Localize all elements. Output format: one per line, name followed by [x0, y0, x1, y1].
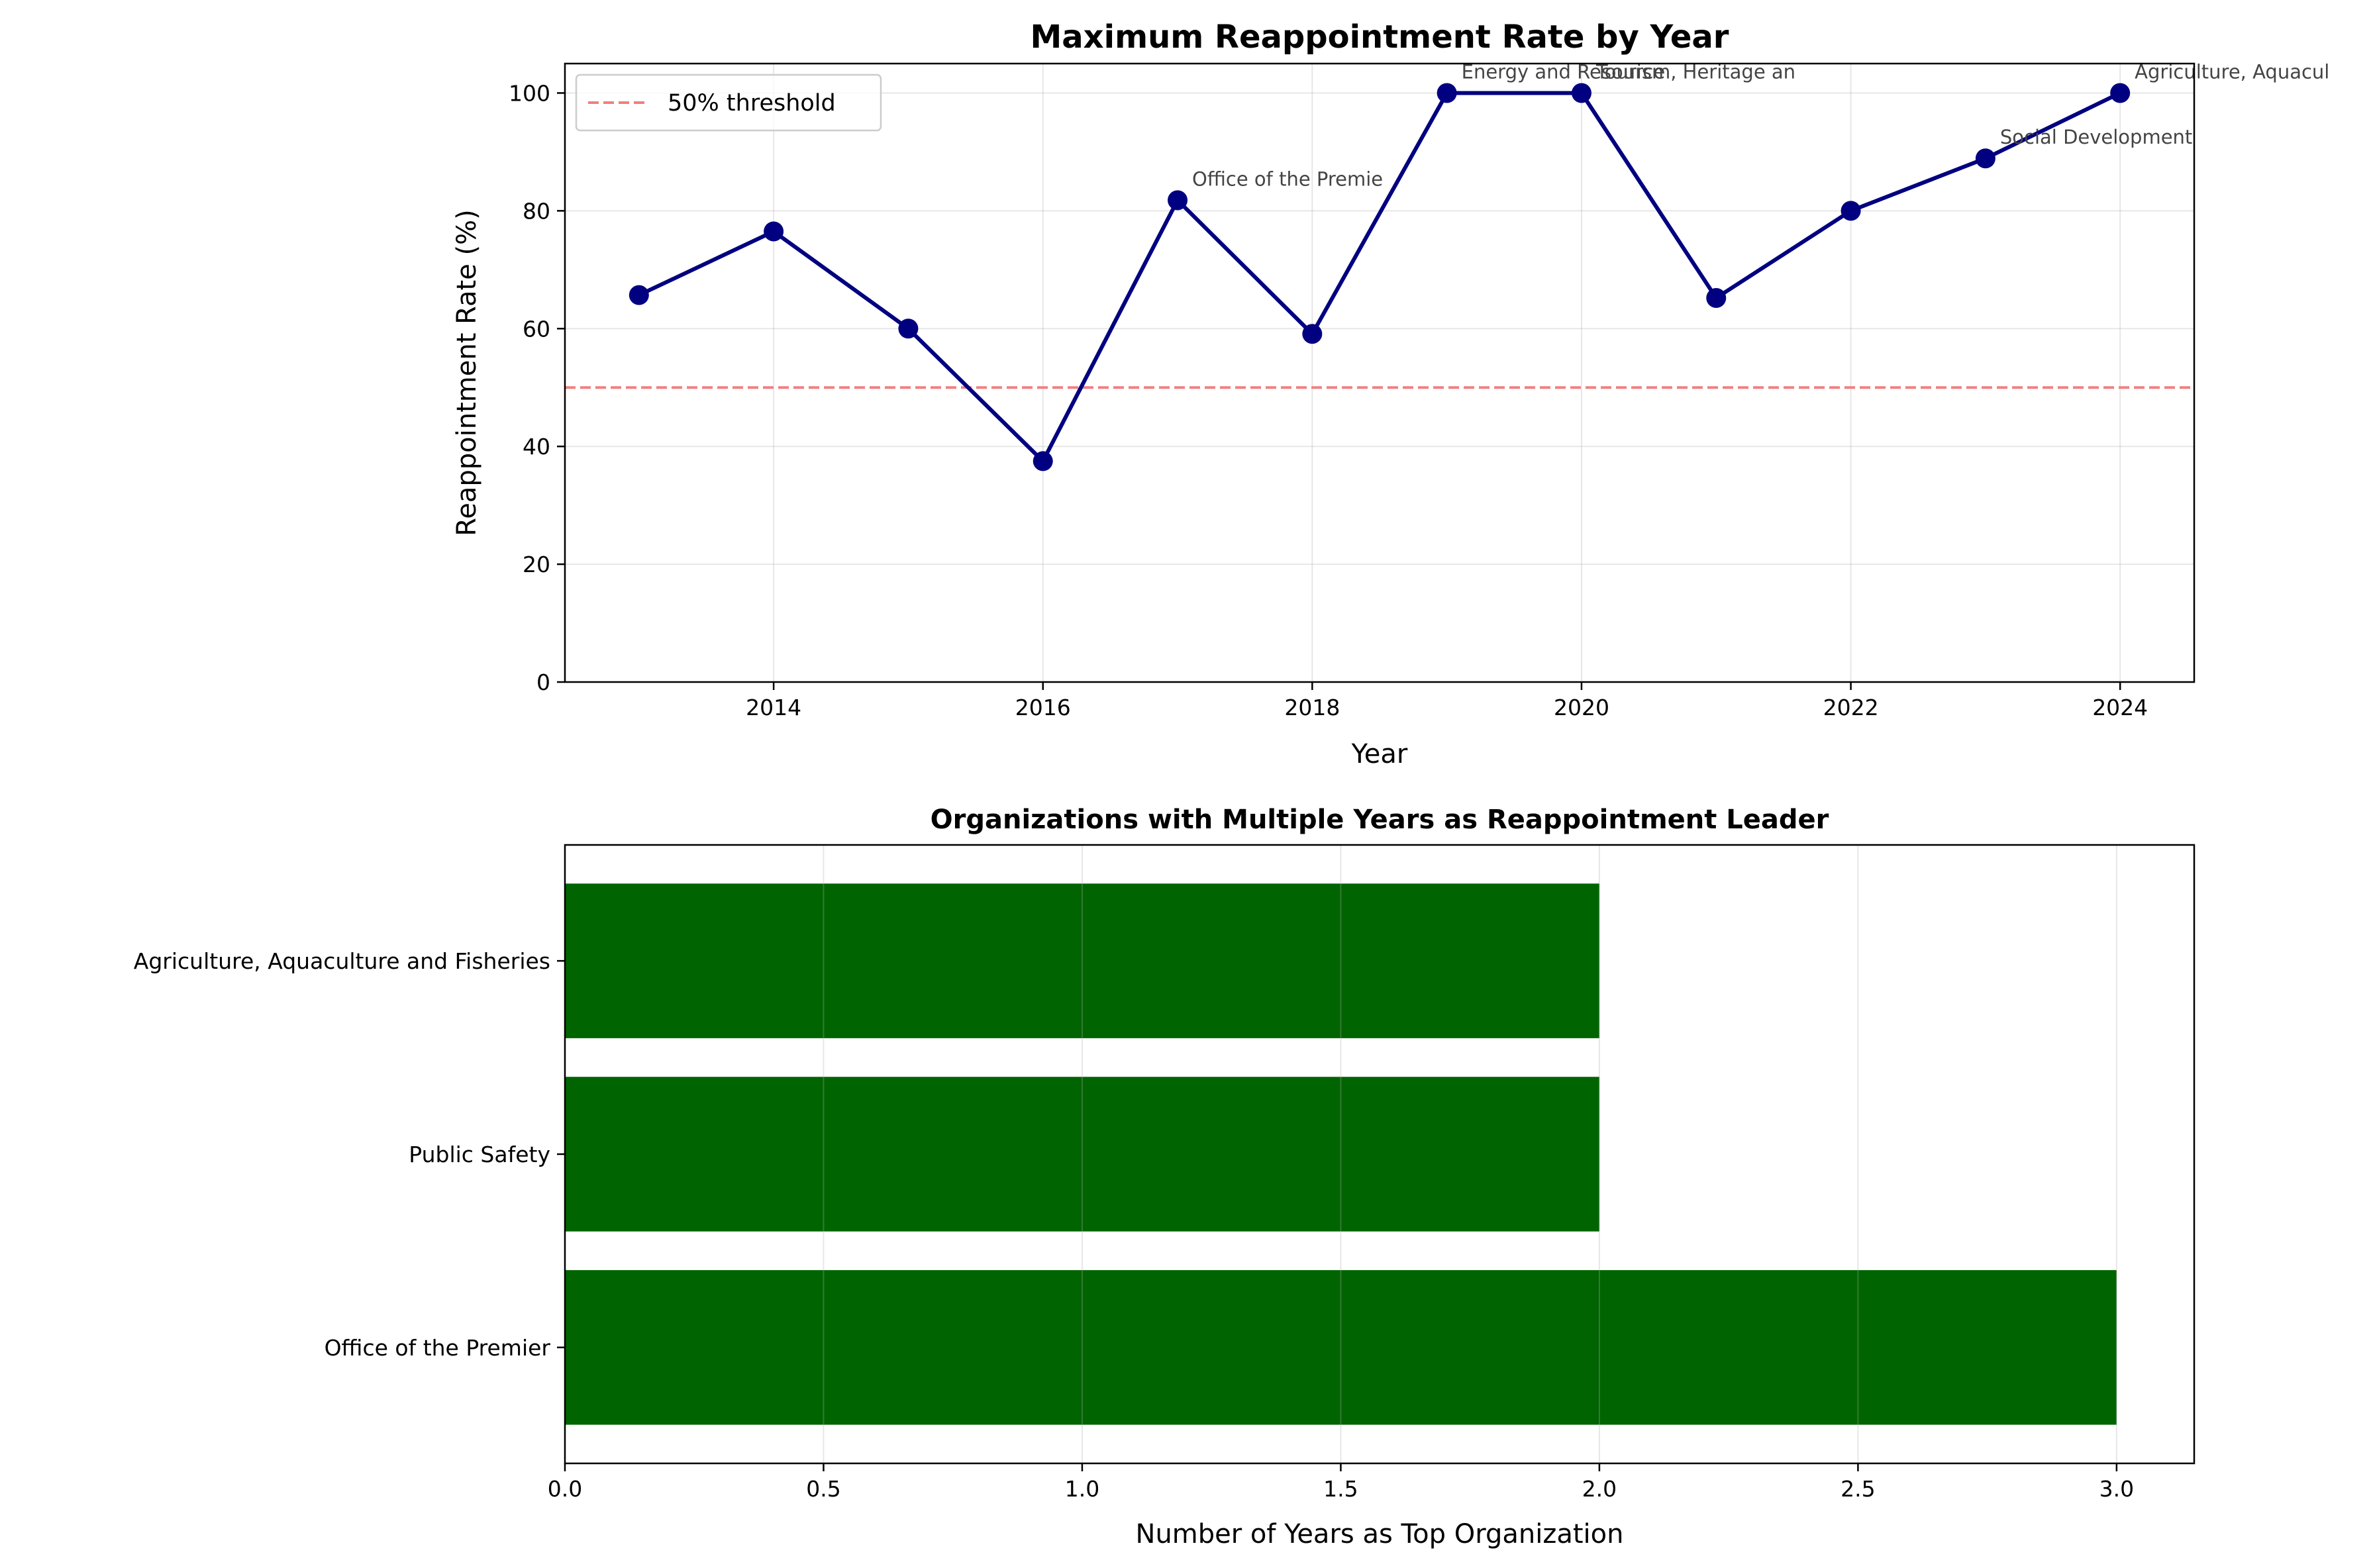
x-axis-ticks: 2014 2016 2018 2020 2022 2024	[746, 682, 2148, 720]
point-annotation: Social Development	[2000, 126, 2192, 148]
bar-x-tick-label: 2.5	[1841, 1476, 1875, 1502]
x-tick-label: 2016	[1015, 695, 1071, 720]
x-tick-label: 2018	[1284, 695, 1340, 720]
x-tick-label: 2014	[746, 695, 801, 720]
bar	[565, 1077, 1599, 1232]
data-point	[898, 318, 919, 339]
x-axis-label: Year	[1351, 739, 1408, 769]
legend-box	[575, 74, 882, 132]
x-tick-label: 2024	[2092, 695, 2148, 720]
legend-entry: 50% threshold	[668, 90, 836, 117]
bar-x-tick-label: 1.0	[1065, 1476, 1099, 1502]
line-chart-title: Maximum Reappointment Rate by Year	[1031, 19, 1729, 56]
data-point	[1706, 288, 1727, 309]
bar-x-tick-label: 0.0	[548, 1476, 582, 1502]
y-tick-label: 0	[536, 669, 550, 695]
data-point	[1571, 83, 1591, 103]
y-tick-label: 80	[523, 198, 550, 224]
data-point	[1302, 324, 1323, 344]
bar-x-tick-label: 0.5	[806, 1476, 840, 1502]
data-point	[1841, 201, 1861, 221]
x-tick-label: 2022	[1823, 695, 1879, 720]
legend[interactable]: 50% threshold	[575, 74, 882, 132]
category-label: Office of the Premier	[325, 1335, 551, 1361]
point-annotation: Office of the Premie	[1192, 168, 1383, 190]
bar-x-tick-label: 3.0	[2099, 1476, 2134, 1502]
data-point	[629, 285, 649, 305]
bar-chart-title: Organizations with Multiple Years as Rea…	[931, 805, 1829, 835]
data-point	[1168, 190, 1188, 211]
bar	[565, 1270, 2117, 1425]
y-tick-label: 100	[509, 80, 550, 106]
bar-x-axis-ticks: 0.0 0.5 1.0 1.5 2.0 2.5 3.0	[548, 1463, 2134, 1502]
category-label: Public Safety	[409, 1142, 550, 1167]
data-point	[1437, 83, 1457, 103]
bar-category-ticks: Agriculture, Aquaculture and Fisheries Pu…	[134, 948, 565, 1361]
y-axis-ticks: 0 20 40 60 80 100	[509, 80, 565, 695]
bar	[565, 883, 1599, 1038]
bar-x-axis-label: Number of Years as Top Organization	[1136, 1519, 1624, 1549]
data-point	[764, 221, 784, 242]
data-point	[1033, 451, 1053, 471]
line-chart-grid	[565, 64, 2194, 683]
y-tick-label: 20	[523, 552, 550, 577]
line-chart: Maximum Reappointment Rate by Year Offic…	[452, 19, 2329, 769]
line-chart-frame	[564, 62, 2196, 683]
bar-chart: Organizations with Multiple Years as Rea…	[134, 805, 2196, 1549]
y-tick-label: 60	[523, 316, 550, 342]
line-series	[629, 83, 2131, 471]
series-line	[638, 91, 2121, 464]
y-tick-label: 40	[523, 434, 550, 460]
data-point	[1975, 148, 1995, 169]
category-label: Agriculture, Aquaculture and Fisheries	[134, 948, 550, 974]
x-tick-label: 2020	[1554, 695, 1609, 720]
bar-x-tick-label: 2.0	[1582, 1476, 1617, 1502]
bar-x-tick-label: 1.5	[1323, 1476, 1358, 1502]
y-axis-label: Reappointment Rate (%)	[452, 209, 482, 536]
data-point	[2110, 83, 2131, 103]
bar-series	[565, 883, 2117, 1425]
